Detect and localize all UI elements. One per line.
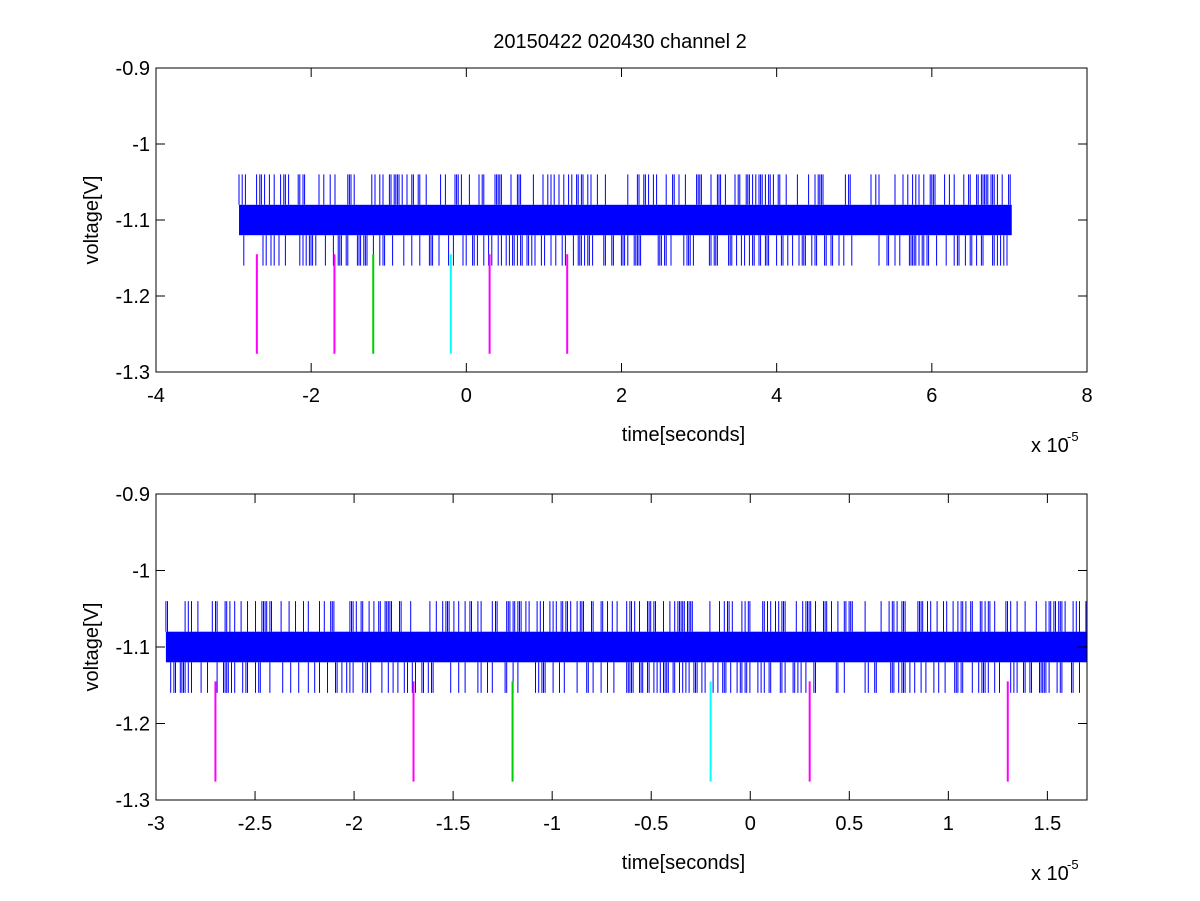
x-tick-label: 0.5 (835, 813, 863, 835)
x-exponent-label: x 10 (1031, 435, 1069, 457)
signal-trace (238, 174, 1012, 266)
x-exponent-power: -5 (1067, 429, 1079, 444)
x-tick-label: -1 (543, 813, 561, 835)
y-tick-label: -1 (132, 561, 150, 583)
x-tick-label: 8 (1081, 385, 1092, 407)
signal-band (165, 631, 1088, 663)
y-axis-label: voltage[V] (81, 176, 103, 265)
x-tick-label: -2 (345, 813, 363, 835)
signal-trace (165, 601, 1088, 693)
top-plot-panel: -4 -2 0 2 4 6 8 -0.9 -1 -1.1 -1.2 -1.3 time[seconds]… (81, 58, 1093, 457)
chart-title: 20150422 020430 channel 2 (493, 31, 747, 53)
y-axis-label: voltage[V] (81, 603, 103, 692)
x-tick-label: -0.5 (634, 813, 668, 835)
x-tick-label: 2 (616, 385, 627, 407)
x-tick-label: -4 (147, 385, 165, 407)
y-tick-label: -1.1 (116, 210, 150, 232)
bottom-plot-panel: -3 -2.5 -2 -1.5 -1 -0.5 0 0.5 1 1.5 -0.9 -1 -1.1 -1.2… (81, 484, 1088, 885)
y-tick-label: -1.3 (116, 362, 150, 384)
x-tick-label: 0 (461, 385, 472, 407)
x-tick-label: -3 (147, 813, 165, 835)
x-tick-label: -2 (302, 385, 320, 407)
x-exponent-power: -5 (1067, 857, 1079, 872)
y-tick-label: -1.2 (116, 714, 150, 736)
y-tick-label: -1.3 (116, 790, 150, 812)
x-tick-label: 1.5 (1033, 813, 1061, 835)
x-exponent-label: x 10 (1031, 863, 1069, 885)
x-tick-label: -1.5 (436, 813, 470, 835)
y-tick-label: -0.9 (116, 484, 150, 506)
x-tick-label: 6 (926, 385, 937, 407)
x-tick-label: 1 (943, 813, 954, 835)
signal-band (239, 204, 1012, 236)
x-tick-label: -2.5 (238, 813, 272, 835)
x-tick-label: 4 (771, 385, 782, 407)
signal-spikes (238, 174, 1011, 266)
x-tick-label: 0 (745, 813, 756, 835)
y-tick-label: -0.9 (116, 58, 150, 80)
x-axis-label: time[seconds] (622, 424, 745, 446)
y-tick-label: -1.2 (116, 286, 150, 308)
y-tick-label: -1.1 (116, 637, 150, 659)
x-axis-label: time[seconds] (622, 852, 745, 874)
y-tick-label: -1 (132, 134, 150, 156)
signal-spikes (165, 601, 1087, 693)
